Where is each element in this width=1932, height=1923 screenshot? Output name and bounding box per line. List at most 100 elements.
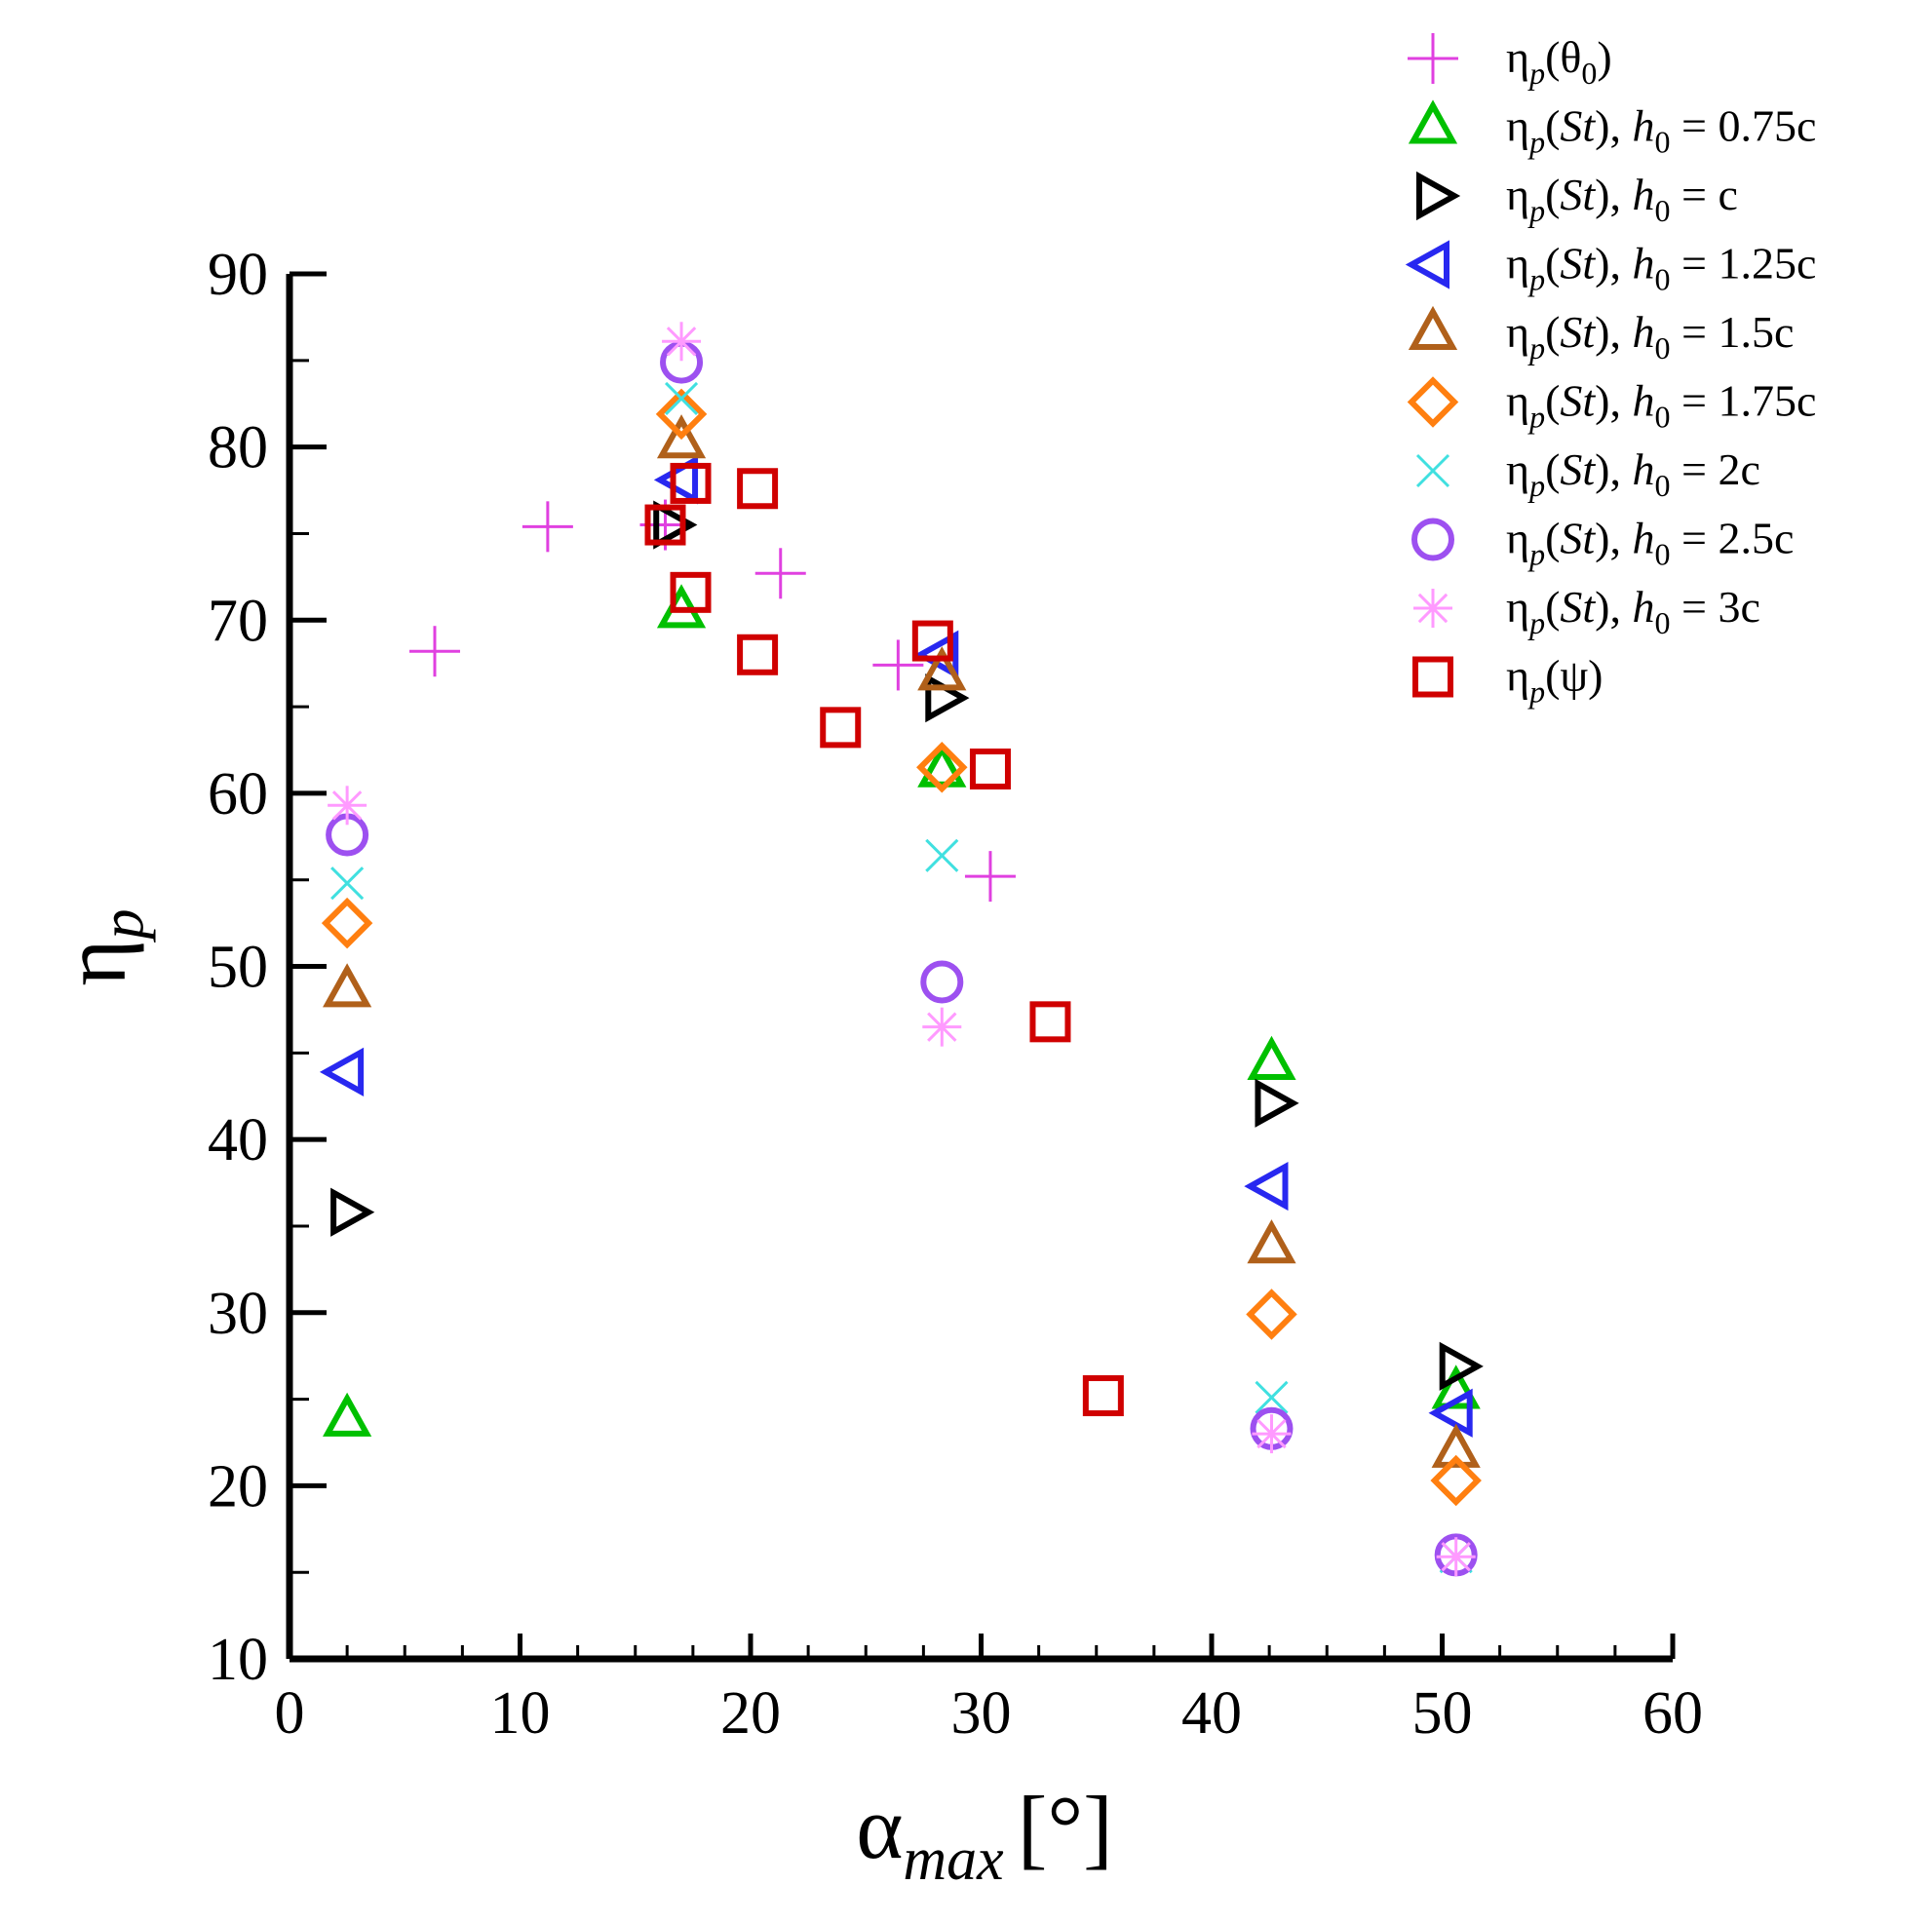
x-axis-label-sub: max xyxy=(903,1827,1004,1893)
data-point xyxy=(1247,1035,1296,1080)
x-axis-label-main: α xyxy=(856,1778,903,1877)
x-tick-label: 30 xyxy=(951,1680,1012,1747)
data-point xyxy=(321,897,373,949)
legend-marker xyxy=(1408,99,1458,144)
data-point xyxy=(328,786,367,826)
data-point xyxy=(319,1047,365,1096)
legend-item-1: ηp(St), h0 = 0.75c xyxy=(1408,99,1816,160)
series-4 xyxy=(323,414,1481,1468)
series-2 xyxy=(330,500,1484,1391)
y-tick-label: 10 xyxy=(208,1627,268,1693)
y-tick-label: 40 xyxy=(208,1107,268,1173)
legend-marker xyxy=(1411,518,1454,561)
data-point xyxy=(1252,1414,1292,1454)
data-point xyxy=(916,741,968,793)
legend-label: ηp(St), h0 = 0.75c xyxy=(1506,101,1816,160)
legend-label: ηp(St), h0 = 2c xyxy=(1506,444,1760,503)
data-point xyxy=(1431,1365,1481,1409)
data-point xyxy=(330,866,365,901)
legend-marker xyxy=(1407,376,1459,428)
data-point xyxy=(925,838,959,872)
data-point xyxy=(644,504,686,546)
legend-label: ηp(ψ) xyxy=(1506,651,1604,710)
data-point xyxy=(653,500,698,550)
data-point xyxy=(323,963,372,1008)
series-7 xyxy=(326,340,1478,1577)
series-6 xyxy=(330,381,1473,1574)
legend-item-0: ηp(θ0) xyxy=(1408,32,1612,91)
data-point xyxy=(670,571,712,613)
data-point xyxy=(655,388,708,441)
legend-label: ηp(St), h0 = 1.25c xyxy=(1506,239,1816,297)
series-8 xyxy=(328,322,1476,1577)
data-point xyxy=(656,414,707,459)
legend-label: ηp(St), h0 = c xyxy=(1506,170,1738,228)
data-point xyxy=(922,1007,962,1047)
axis-ticks xyxy=(287,271,1676,1662)
data-point xyxy=(820,707,862,749)
data-point xyxy=(664,381,699,415)
data-point xyxy=(1428,1388,1473,1438)
legend-item-7: ηp(St), h0 = 2.5c xyxy=(1411,514,1794,572)
legend-label: ηp(St), h0 = 2.5c xyxy=(1506,514,1794,572)
legend-item-3: ηp(St), h0 = 1.25c xyxy=(1405,239,1816,297)
legend-marker xyxy=(1416,171,1461,221)
legend-marker xyxy=(1408,305,1458,350)
data-point xyxy=(917,646,967,691)
data-point xyxy=(662,322,702,362)
data-point xyxy=(1246,1288,1297,1340)
y-tick-label: 30 xyxy=(208,1281,268,1347)
y-tick-label: 70 xyxy=(208,588,268,654)
legend-label: ηp(St), h0 = 1.75c xyxy=(1506,376,1816,435)
data-point xyxy=(670,462,712,504)
data-point xyxy=(653,455,699,505)
y-tick-label: 90 xyxy=(208,242,268,308)
data-point xyxy=(969,749,1011,790)
data-point xyxy=(737,634,779,675)
legend-item-4: ηp(St), h0 = 1.5c xyxy=(1408,305,1794,365)
legend-marker xyxy=(1408,33,1458,84)
data-point xyxy=(1431,1423,1481,1468)
x-tick-label: 0 xyxy=(275,1680,305,1747)
data-point xyxy=(330,1187,375,1237)
legend-marker xyxy=(1412,656,1453,698)
x-tick-label: 20 xyxy=(720,1680,781,1747)
legend-label: ηp(θ0) xyxy=(1506,32,1612,91)
data-point xyxy=(1082,1375,1124,1417)
data-point xyxy=(911,620,953,662)
series-5 xyxy=(321,388,1482,1507)
x-axis-label-unit: [°] xyxy=(1018,1778,1113,1877)
data-point xyxy=(1439,1341,1484,1391)
data-point xyxy=(1436,1537,1476,1577)
legend-item-9: ηp(ψ) xyxy=(1412,651,1604,710)
x-axis-label: αmax [°] xyxy=(856,1778,1113,1893)
series-9 xyxy=(644,462,1124,1417)
x-tick-label: 40 xyxy=(1181,1680,1242,1747)
legend-label: ηp(St), h0 = 3c xyxy=(1506,582,1760,640)
data-point xyxy=(737,468,779,510)
data-point xyxy=(920,960,964,1004)
y-axis-label: ηp xyxy=(45,908,156,985)
y-tick-label: 50 xyxy=(208,935,268,1001)
data-point xyxy=(1255,1380,1289,1414)
data-point xyxy=(754,548,806,599)
data-point xyxy=(323,1392,372,1437)
data-point xyxy=(1029,1001,1071,1043)
data-point xyxy=(872,639,924,691)
y-tick-label: 20 xyxy=(208,1453,268,1519)
legend-label: ηp(St), h0 = 1.5c xyxy=(1506,307,1794,365)
y-tick-label: 60 xyxy=(208,761,268,827)
legend-marker xyxy=(1413,589,1452,628)
data-points xyxy=(319,322,1484,1577)
legend-marker xyxy=(1415,453,1450,488)
legend-marker xyxy=(1405,240,1449,289)
legend-item-2: ηp(St), h0 = c xyxy=(1416,170,1738,228)
data-point xyxy=(1247,1219,1296,1264)
x-tick-label: 60 xyxy=(1642,1680,1703,1747)
data-point xyxy=(1430,1454,1482,1507)
x-tick-label: 10 xyxy=(490,1680,551,1747)
data-point xyxy=(1244,1161,1289,1211)
data-point xyxy=(408,626,460,677)
